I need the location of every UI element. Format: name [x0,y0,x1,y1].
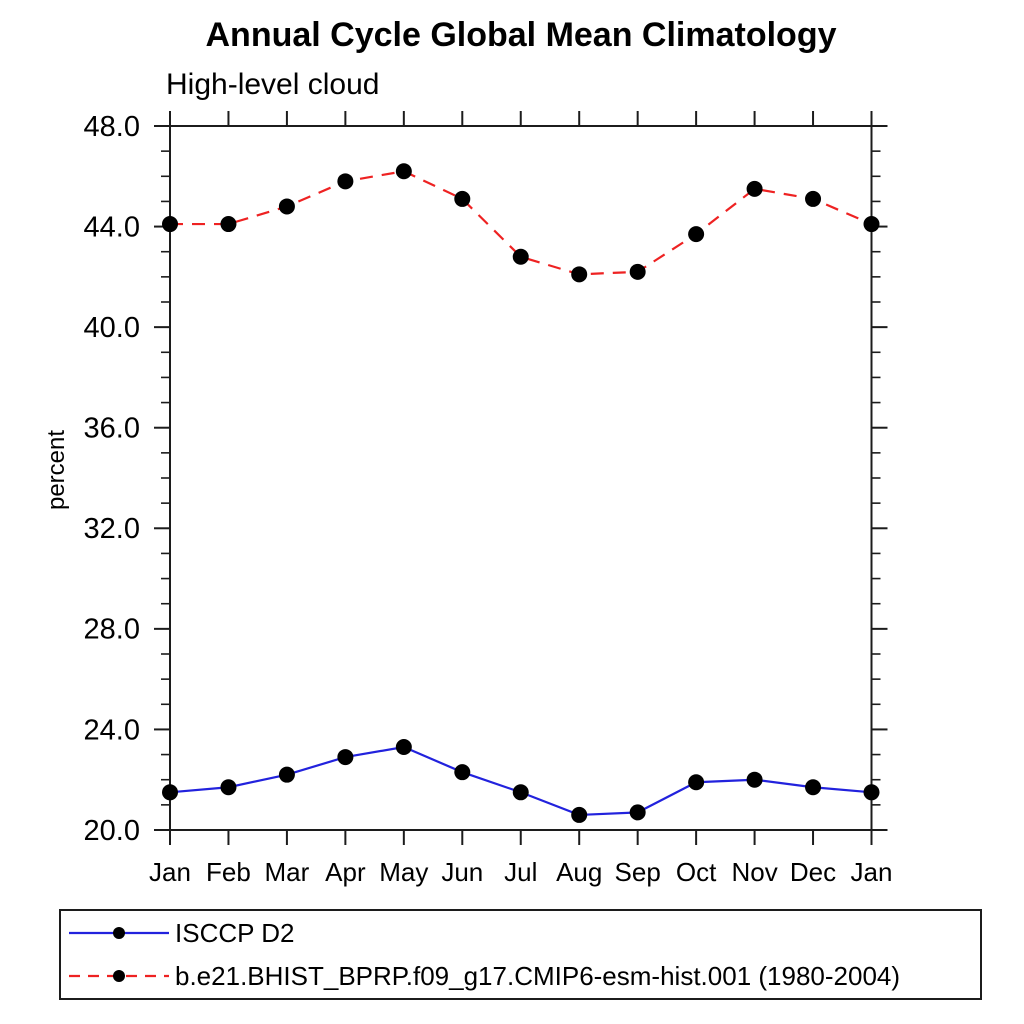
legend-label: ISCCP D2 [175,918,295,949]
chart-subtitle: High-level cloud [166,68,380,101]
x-tick-label: Jun [441,857,483,887]
x-tick-label: Jan [149,857,191,887]
data-point-marker [162,784,178,801]
y-tick-label: 36.0 [84,413,140,445]
data-point-marker [395,739,412,756]
data-point-marker [220,216,237,233]
data-point-marker [629,263,646,280]
legend-marker-dot [113,969,125,982]
data-point-marker [688,226,705,243]
data-point-marker [454,764,471,781]
x-tick-label: Mar [265,857,310,887]
x-tick-label: Dec [790,857,836,887]
legend-label: b.e21.BHIST_BPRP.f09_g17.CMIP6-esm-hist.… [175,960,901,991]
y-tick-label: 48.0 [84,111,140,143]
x-tick-label: Apr [325,857,366,887]
data-point-marker [454,190,471,207]
data-point-marker [220,779,237,796]
y-tick-label: 28.0 [84,614,140,646]
data-point-marker [278,198,295,215]
data-point-marker [278,766,295,783]
legend-line-sample-dashed [69,969,169,982]
y-tick-label: 20.0 [84,815,140,847]
data-point-marker [746,771,763,788]
data-point-marker [805,779,822,796]
legend-marker-dot [113,927,125,940]
x-tick-label: Jul [504,857,537,887]
y-tick-label: 32.0 [84,513,140,545]
y-tick-label: 40.0 [84,312,140,344]
x-tick-label: Aug [556,857,602,887]
y-tick-label: 44.0 [84,211,140,243]
data-point-marker [805,190,822,207]
legend-item: ISCCP D2 [67,913,980,953]
legend-item: b.e21.BHIST_BPRP.f09_g17.CMIP6-esm-hist.… [67,956,980,996]
data-point-marker [512,248,529,265]
data-point-marker [395,163,412,180]
data-point-marker [688,774,705,791]
data-point-marker [337,173,354,190]
data-point-marker [863,216,880,233]
data-point-marker [863,784,880,801]
data-point-marker [746,180,763,197]
plot-frame [169,125,873,831]
x-tick-label: Nov [731,857,777,887]
y-tick-label: 24.0 [84,714,140,746]
y-axis-title: percent [43,429,70,511]
data-point-marker [512,784,529,801]
x-tick-label: Feb [206,857,251,887]
chart-title: Annual Cycle Global Mean Climatology [205,16,837,54]
x-tick-label: Oct [676,857,717,887]
x-tick-label: Jan [851,857,893,887]
legend: ISCCP D2 b.e21.BHIST_BPRP.f09_g17.CMIP6-… [59,909,982,1000]
data-point-marker [571,806,588,823]
data-point-marker [337,749,354,766]
data-point-marker [629,804,646,821]
data-point-marker [162,216,178,233]
x-tick-label: Sep [615,857,661,887]
data-point-marker [571,266,588,283]
legend-line-sample-solid [69,927,169,940]
x-tick-label: May [379,857,428,887]
series-line-0 [169,745,872,817]
